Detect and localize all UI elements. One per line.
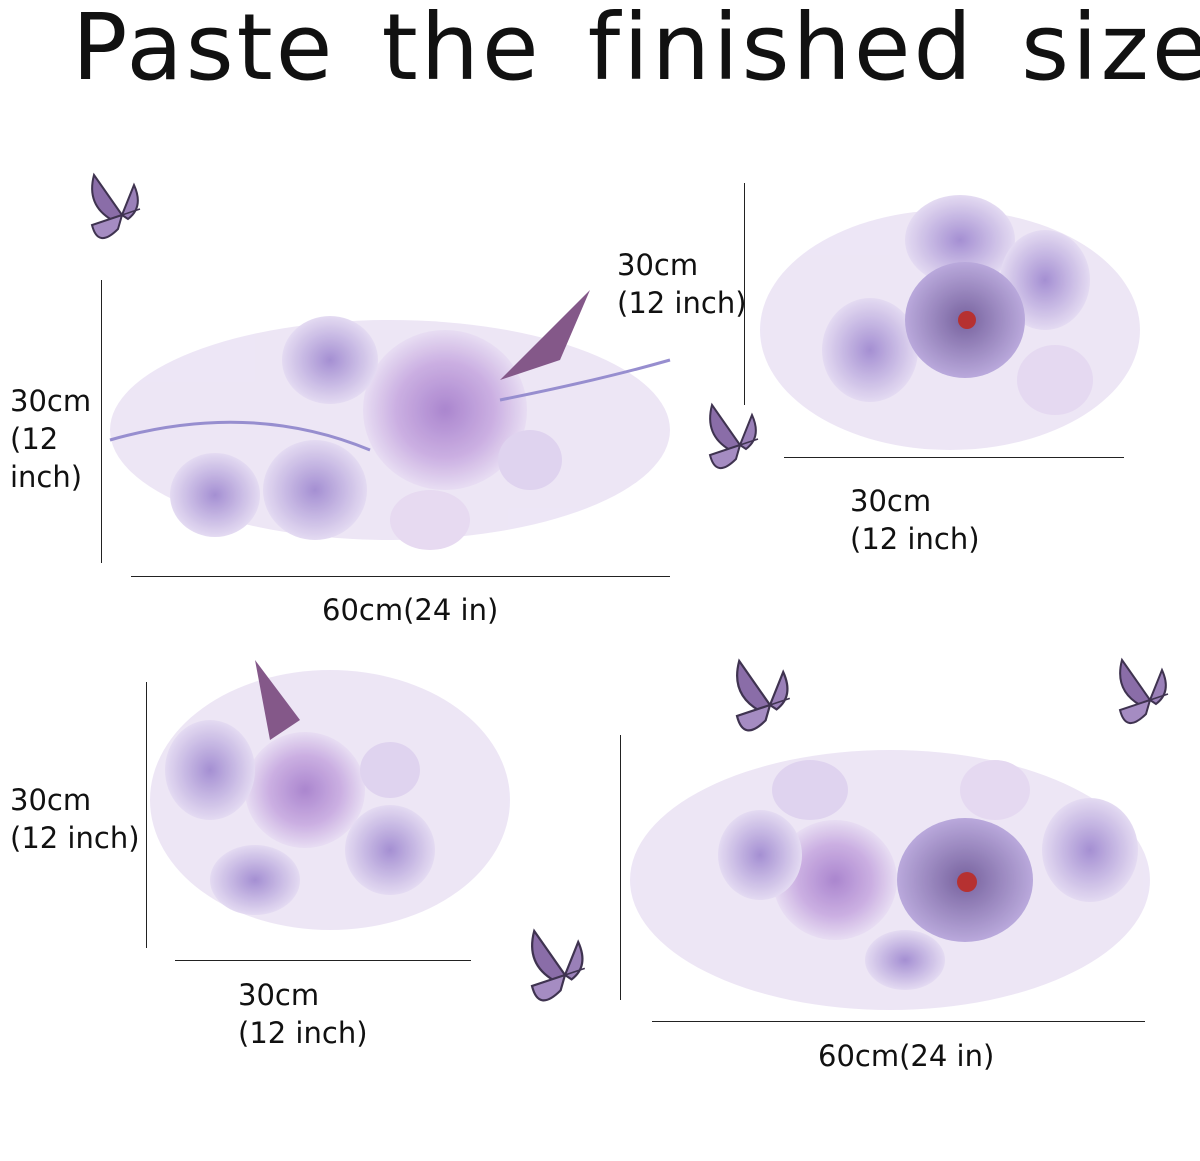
width-dimension-line — [784, 457, 1124, 458]
height-value: 30cm — [617, 248, 699, 282]
height-label: 30cm (12 inch) — [617, 246, 747, 322]
width-label: 30cm (12 inch) — [850, 482, 980, 558]
height-unit: (12 inch) — [10, 821, 140, 855]
height-dimension-line — [101, 280, 102, 563]
height-dimension-line — [620, 735, 621, 1000]
height-value: 30cm — [10, 783, 92, 817]
page-title: Paste the finished size — [72, 0, 1200, 101]
height-unit: (12 inch) — [617, 286, 747, 320]
width-dimension-line — [175, 960, 471, 961]
width-value: 30cm — [850, 484, 932, 518]
flower-cluster-3 — [150, 660, 510, 930]
height-label: 30cm (12 inch) — [10, 781, 140, 857]
width-dimension-line — [131, 576, 670, 577]
height-dimension-line — [744, 183, 745, 405]
butterfly-icon — [1119, 659, 1169, 725]
height-label: 30cm (12 inch) — [10, 382, 91, 496]
butterfly-icon — [709, 404, 759, 470]
butterfly-icon — [91, 174, 141, 240]
width-unit: (12 inch) — [238, 1016, 368, 1050]
flower-cluster-1 — [109, 290, 671, 550]
butterfly-icon — [530, 929, 586, 1002]
width-dimension-line — [652, 1021, 1145, 1022]
height-unit: inch) — [10, 460, 83, 494]
width-label: 60cm(24 in) — [818, 1039, 995, 1073]
width-label: 60cm(24 in) — [322, 593, 499, 627]
flower-cluster-4 — [630, 750, 1150, 1010]
width-label: 30cm (12 inch) — [238, 976, 368, 1052]
width-value: 30cm — [238, 978, 320, 1012]
flower-cluster-2 — [760, 195, 1140, 450]
butterfly-icon — [735, 659, 791, 732]
width-unit: (12 inch) — [850, 522, 980, 556]
height-unit: (12 — [10, 422, 59, 456]
height-dimension-line — [146, 682, 147, 948]
height-value: 30cm — [10, 384, 92, 418]
